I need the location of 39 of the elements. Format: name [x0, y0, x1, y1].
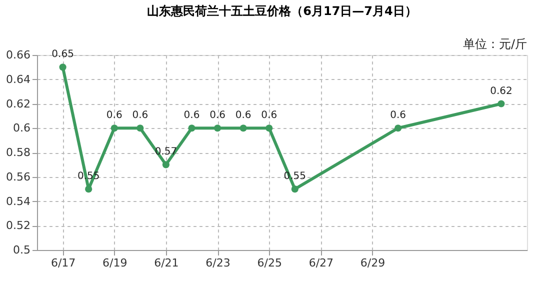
point — [291, 186, 298, 193]
y-tick-label: 0.52 — [6, 219, 30, 232]
data-label: 0.6 — [235, 110, 252, 122]
point — [266, 124, 273, 132]
point — [136, 124, 144, 132]
point — [59, 64, 66, 71]
point — [85, 186, 92, 193]
data-label: 0.6 — [132, 110, 148, 122]
y-tick-label: 0.58 — [6, 146, 30, 159]
y-tick-label: 0.54 — [6, 194, 30, 208]
x-tick-label: 6/17 — [50, 256, 76, 270]
chart-subtitle: 单位：元/斤 — [462, 37, 527, 51]
data-label: 0.65 — [52, 49, 74, 60]
point — [162, 161, 170, 168]
y-tick-label: 0.56 — [6, 170, 30, 184]
point — [498, 100, 505, 108]
point — [240, 124, 247, 132]
x-tick-label: 6/25 — [257, 256, 282, 270]
data-label: 0.6 — [184, 110, 200, 122]
y-tick-label: 0.5 — [13, 244, 30, 256]
data-label: 0.6 — [390, 110, 406, 122]
point — [214, 124, 222, 132]
y-tick-label: 0.62 — [6, 97, 30, 110]
data-label: 0.6 — [210, 110, 226, 122]
point — [110, 124, 118, 132]
point — [394, 124, 402, 132]
x-tick-label: 6/19 — [102, 256, 128, 270]
y-tick-label: 0.6 — [13, 122, 30, 135]
data-label: 0.62 — [490, 86, 512, 97]
data-label: 0.6 — [106, 110, 122, 122]
x-tick-label: 6/27 — [308, 256, 334, 270]
x-tick-label: 6/29 — [360, 256, 386, 270]
x-tick-label: 6/21 — [154, 256, 179, 270]
point — [188, 124, 196, 132]
chart-title: 山东惠民荷兰十五土豆价格（6月17日—7月4日） — [147, 4, 417, 18]
y-tick-label: 0.64 — [6, 72, 30, 86]
x-tick-label: 6/23 — [206, 256, 230, 270]
y-tick-label: 0.66 — [6, 48, 30, 62]
data-label: 0.6 — [261, 110, 278, 122]
